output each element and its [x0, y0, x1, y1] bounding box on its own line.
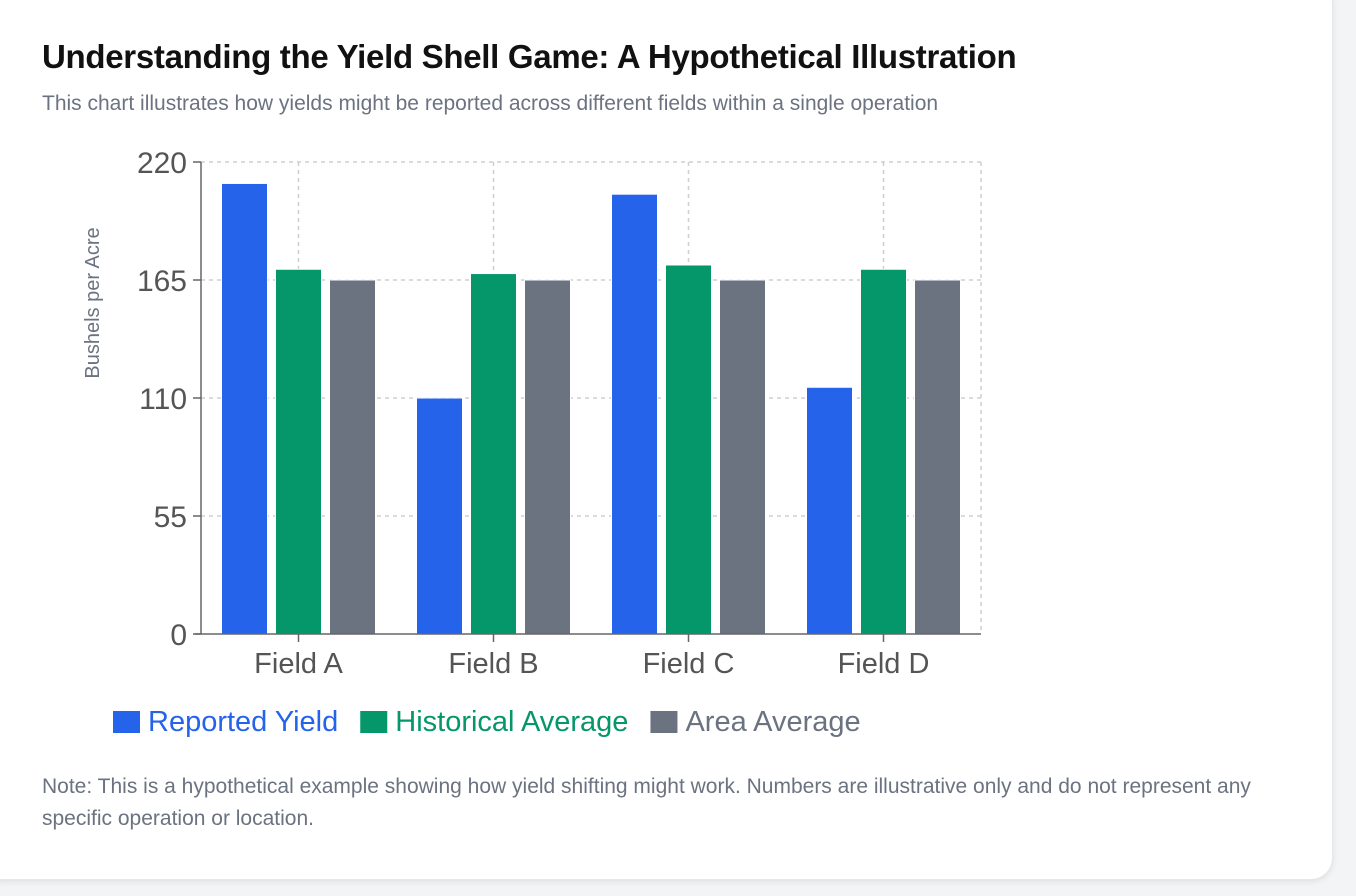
- legend-swatch: [650, 711, 678, 733]
- x-tick-label: Field D: [838, 648, 930, 680]
- y-tick-label: 0: [170, 619, 187, 652]
- legend-label: Historical Average: [395, 706, 628, 738]
- bar-area-average-field-b: [524, 279, 571, 635]
- bar-reported-yield-field-d: [806, 386, 853, 635]
- bar-chart: 0 55 110 165 220 Field A Field B Field C Field D…: [82, 147, 982, 738]
- x-tick-label: Field A: [254, 648, 343, 680]
- legend-swatch: [113, 711, 140, 733]
- bar-area-average-field-a: [329, 279, 376, 635]
- y-tick-label: 165: [137, 265, 187, 298]
- bar-historical-average-field-c: [665, 264, 712, 635]
- bar-reported-yield-field-b: [416, 397, 463, 635]
- bar-reported-yield-field-a: [221, 182, 268, 635]
- x-tick-label: Field B: [448, 648, 538, 680]
- chart-note: Note: This is a hypothetical example sho…: [42, 775, 1251, 830]
- legend-label: Reported Yield: [148, 706, 338, 738]
- y-tick-label: 220: [137, 147, 187, 180]
- bar-historical-average-field-b: [470, 273, 517, 635]
- chart-title: Understanding the Yield Shell Game: A Hy…: [42, 38, 1017, 75]
- bar-area-average-field-d: [914, 279, 961, 635]
- x-tick-label: Field C: [643, 648, 735, 680]
- chart-subtitle: This chart illustrates how yields might …: [42, 92, 939, 115]
- legend-swatch: [360, 711, 388, 733]
- bar-historical-average-field-d: [860, 268, 907, 635]
- bar-reported-yield-field-c: [611, 193, 658, 635]
- y-axis-label: Bushels per Acre: [82, 227, 104, 378]
- bar-historical-average-field-a: [275, 268, 322, 635]
- y-tick-label: 110: [139, 383, 187, 416]
- bar-area-average-field-c: [719, 279, 766, 635]
- y-tick-label: 55: [154, 501, 187, 534]
- legend-label: Area Average: [685, 706, 860, 738]
